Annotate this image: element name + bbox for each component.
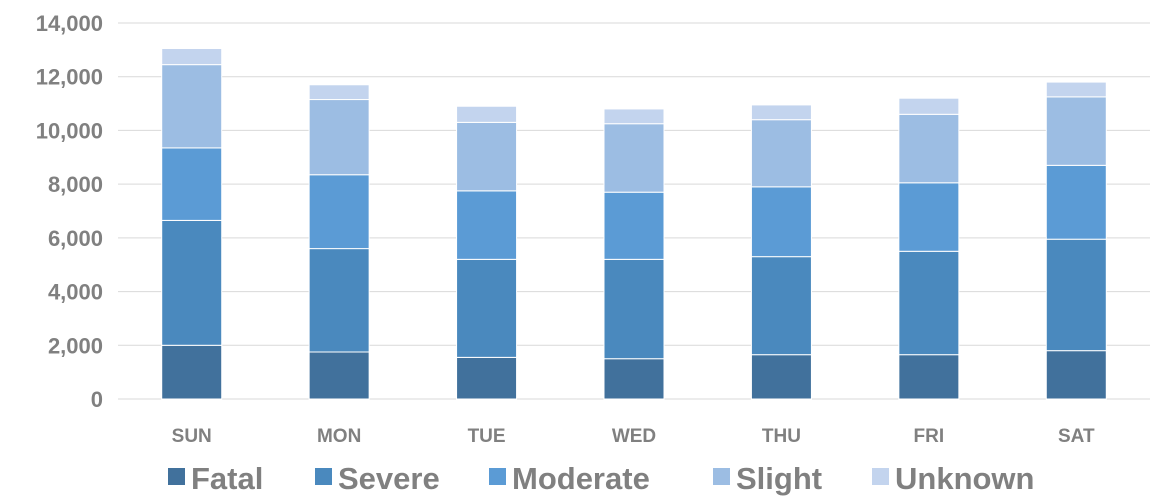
legend-label: Fatal [191, 461, 263, 496]
y-axis-tick-labels: 0 2,000 4,000 6,000 8,000 10,000 12,000 14,000 [36, 11, 103, 412]
bar-segment-unknown [750, 104, 812, 121]
legend-label: Severe [338, 461, 440, 496]
x-tick-label: FRI [914, 426, 945, 447]
bar-segment-slight [456, 121, 518, 192]
bar-segment-unknown [1045, 81, 1107, 98]
x-tick-label: SUN [172, 426, 212, 447]
bar-segment-moderate [1045, 164, 1107, 240]
legend-item-fatal: Fatal [168, 461, 263, 496]
bar-segment-slight [750, 119, 812, 188]
y-tick-label: 14,000 [36, 11, 103, 36]
bar-segment-fatal [161, 344, 223, 400]
bar-segment-fatal [750, 354, 812, 400]
legend-swatch [168, 468, 185, 485]
legend-item-moderate: Moderate [489, 461, 650, 496]
bars [161, 48, 1107, 400]
bar-segment-fatal [456, 356, 518, 400]
x-tick-label: SAT [1058, 426, 1095, 447]
bar-segment-slight [161, 64, 223, 149]
bar-segment-moderate [161, 147, 223, 221]
bar-segment-unknown [603, 108, 665, 125]
bar-segment-moderate [308, 174, 370, 250]
legend-item-unknown: Unknown [872, 461, 1035, 496]
y-tick-label: 10,000 [36, 118, 103, 143]
bar-segment-unknown [308, 84, 370, 101]
x-tick-label: WED [612, 426, 656, 447]
legend-swatch [489, 468, 506, 485]
legend-swatch [872, 468, 889, 485]
bar-segment-severe [161, 219, 223, 346]
x-tick-label: MON [317, 426, 361, 447]
bar-segment-unknown [898, 97, 960, 115]
y-tick-label: 12,000 [36, 65, 103, 90]
x-tick-label: TUE [468, 426, 506, 447]
bar-segment-unknown [161, 48, 223, 66]
legend-label: Slight [736, 461, 822, 496]
legend-item-severe: Severe [315, 461, 440, 496]
bar-segment-severe [456, 258, 518, 358]
bar-segment-moderate [898, 182, 960, 252]
bar-segment-fatal [603, 358, 665, 400]
x-axis-category-labels: SUN MON TUE WED THU FRI SAT [172, 426, 1095, 447]
bar-segment-severe [308, 248, 370, 353]
bar-segment-unknown [456, 105, 518, 123]
x-tick-label: THU [762, 426, 801, 447]
bar-segment-slight [898, 113, 960, 184]
bar-segment-fatal [308, 351, 370, 400]
bar-segment-severe [603, 258, 665, 360]
y-tick-label: 2,000 [48, 333, 103, 358]
bar-segment-severe [1045, 238, 1107, 352]
bar-segment-slight [603, 123, 665, 193]
bar-segment-slight [308, 99, 370, 176]
legend-label: Unknown [895, 461, 1035, 496]
legend: Fatal Severe Moderate Slight Unknown [168, 461, 1035, 496]
bar-segment-moderate [750, 186, 812, 258]
y-tick-label: 0 [91, 387, 103, 412]
bar-segment-moderate [456, 190, 518, 260]
legend-swatch [713, 468, 730, 485]
y-tick-label: 8,000 [48, 172, 103, 197]
bar-segment-fatal [1045, 350, 1107, 400]
legend-item-slight: Slight [713, 461, 822, 496]
bar-segment-severe [750, 256, 812, 356]
bar-segment-slight [1045, 96, 1107, 166]
y-tick-label: 6,000 [48, 226, 103, 251]
bar-segment-fatal [898, 354, 960, 400]
bar-segment-severe [898, 250, 960, 356]
y-tick-label: 4,000 [48, 280, 103, 305]
legend-label: Moderate [512, 461, 650, 496]
legend-swatch [315, 468, 332, 485]
bar-segment-moderate [603, 191, 665, 260]
